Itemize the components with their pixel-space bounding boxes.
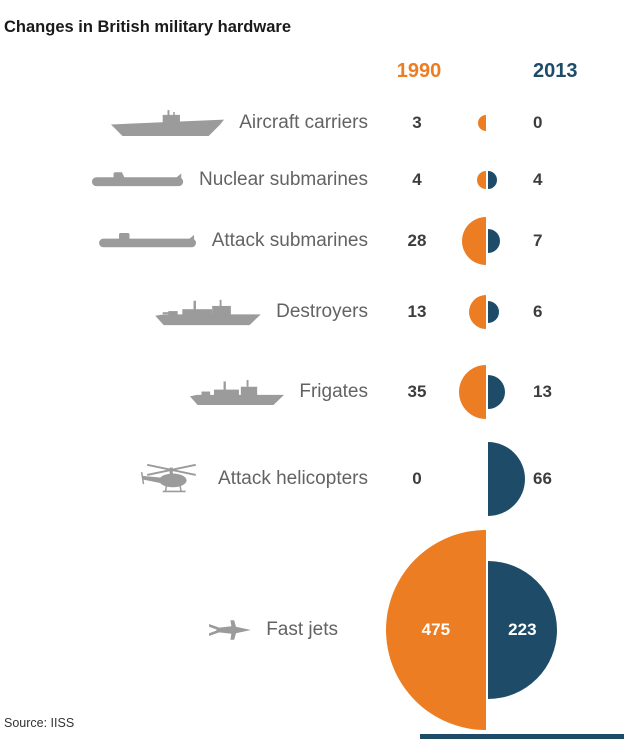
aircraft-carrier-icon (110, 109, 225, 138)
chart-row: Frigates 35 13 (0, 351, 624, 433)
row-label: Frigates (299, 381, 368, 402)
row-left: Attack submarines (0, 209, 372, 273)
chart-row: Nuclear submarines 4 4 (0, 151, 624, 209)
frigate-icon (189, 379, 285, 406)
row-label: Destroyers (276, 301, 368, 322)
row-label: Attack helicopters (218, 468, 368, 489)
value-1990: 35 (407, 382, 427, 401)
nuclear-submarine-icon (91, 171, 185, 190)
value-1990: 13 (407, 302, 427, 321)
destroyer-icon (154, 298, 262, 326)
column-header-1990: 1990 (396, 60, 442, 82)
attack-helicopter-icon (138, 462, 204, 497)
fast-jet-icon (207, 617, 252, 643)
semicircle-1990 (478, 115, 486, 131)
value-1990: 3 (412, 113, 422, 132)
source-note: Source: IISS (4, 716, 75, 730)
chart-row: Destroyers 13 6 (0, 273, 624, 351)
chart-row: Attack submarines 28 7 (0, 209, 624, 273)
value-1990: 475 (421, 620, 451, 639)
value-2013: 6 (533, 302, 543, 321)
value-1990: 4 (412, 170, 422, 189)
bottom-rule (420, 734, 624, 739)
chart-row: Attack helicopters 0 66 (0, 433, 624, 525)
attack-submarine-icon (98, 232, 198, 251)
semicircle-2013 (488, 228, 501, 254)
row-left: Destroyers (0, 273, 372, 351)
semicircle-2013 (488, 441, 526, 517)
row-left: Aircraft carriers (0, 95, 372, 151)
value-2013: 4 (533, 170, 543, 189)
semicircle-2013 (488, 375, 505, 409)
chart-rows: Aircraft carriers 3 0 Nuclear submarines 4 4 A… (0, 95, 624, 735)
value-1990: 0 (412, 469, 422, 488)
row-label: Fast jets (266, 619, 338, 640)
column-header-2013: 2013 (533, 60, 578, 82)
semicircle-2013 (488, 300, 500, 324)
row-left: Attack helicopters (0, 433, 372, 525)
page-title: Changes in British military hardware (4, 18, 291, 36)
row-left: Fast jets (0, 525, 372, 735)
row-left: Nuclear submarines (0, 151, 372, 209)
row-label: Nuclear submarines (199, 169, 368, 190)
value-2013: 66 (533, 469, 552, 488)
row-label: Attack submarines (211, 230, 368, 251)
value-2013: 223 (508, 620, 537, 639)
semicircle-1990 (461, 216, 486, 266)
chart-row: Fast jets 475 223 (0, 525, 624, 735)
value-2013: 7 (533, 231, 543, 250)
semicircle-2013 (488, 170, 498, 190)
value-2013: 13 (533, 382, 552, 401)
value-1990: 28 (407, 231, 427, 250)
semicircle-1990 (458, 364, 486, 420)
semicircle-1990 (469, 295, 486, 329)
value-2013: 0 (533, 113, 543, 132)
chart-row: Aircraft carriers 3 0 (0, 95, 624, 151)
row-label: Aircraft carriers (239, 112, 368, 133)
semicircle-1990 (476, 170, 486, 190)
row-left: Frigates (0, 351, 372, 433)
